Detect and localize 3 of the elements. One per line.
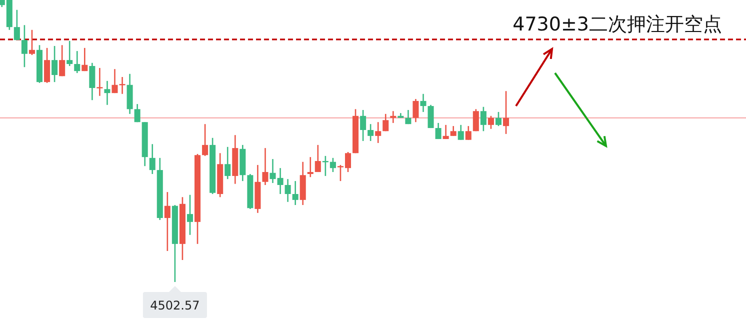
ref-label: 4730±3二次押注开空点	[512, 13, 722, 36]
annotation: 4502.57	[142, 286, 207, 318]
annotation: 4502.57	[150, 298, 200, 312]
